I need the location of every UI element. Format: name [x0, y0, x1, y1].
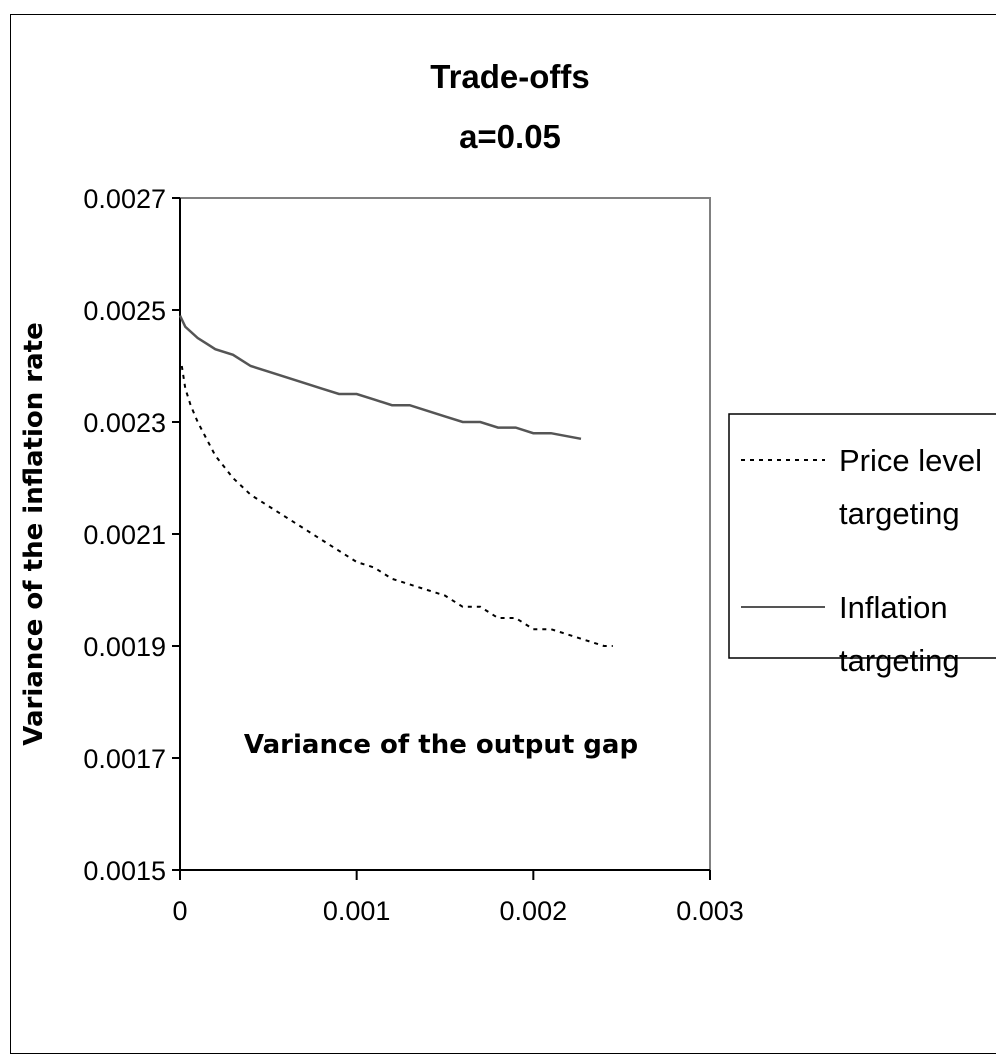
series-layer: [178, 315, 613, 647]
x-tick-label: 0.002: [500, 896, 568, 926]
y-tick-label: 0.0019: [83, 632, 166, 662]
legend-label: Price level: [839, 443, 982, 478]
y-tick-label: 0.0023: [83, 408, 166, 438]
y-axis-label: Variance of the inflation rate: [19, 322, 49, 745]
legend-box: [728, 413, 996, 659]
legend-label: Inflation: [839, 590, 948, 625]
x-tick-label: 0.003: [676, 896, 744, 926]
y-tick-label: 0.0021: [83, 520, 166, 550]
y-axis-ticks: 0.0015 0.0017 0.0019 0.0021 0.0023 0.0025 0.00…: [83, 184, 180, 886]
legend-label: targeting: [839, 496, 960, 531]
y-tick-label: 0.0017: [83, 744, 166, 774]
series-line-1: [180, 365, 613, 647]
y-tick-label: 0.0027: [83, 184, 166, 214]
legend: Price level targeting Inflation targeting: [741, 443, 982, 678]
series-line-2: [178, 315, 582, 441]
x-tick-label: 0.001: [323, 896, 391, 926]
chart-title: Trade-offs: [430, 58, 590, 95]
y-tick-label: 0.0015: [83, 856, 166, 886]
chart-subtitle: a=0.05: [459, 118, 561, 155]
plot-area: [179, 197, 711, 871]
x-axis-label: Variance of the output gap: [244, 730, 638, 760]
x-tick-label: 0: [172, 896, 187, 926]
y-tick-label: 0.0025: [83, 296, 166, 326]
legend-label: targeting: [839, 643, 960, 678]
x-axis-ticks: 0 0.001 0.002 0.003: [172, 870, 744, 926]
